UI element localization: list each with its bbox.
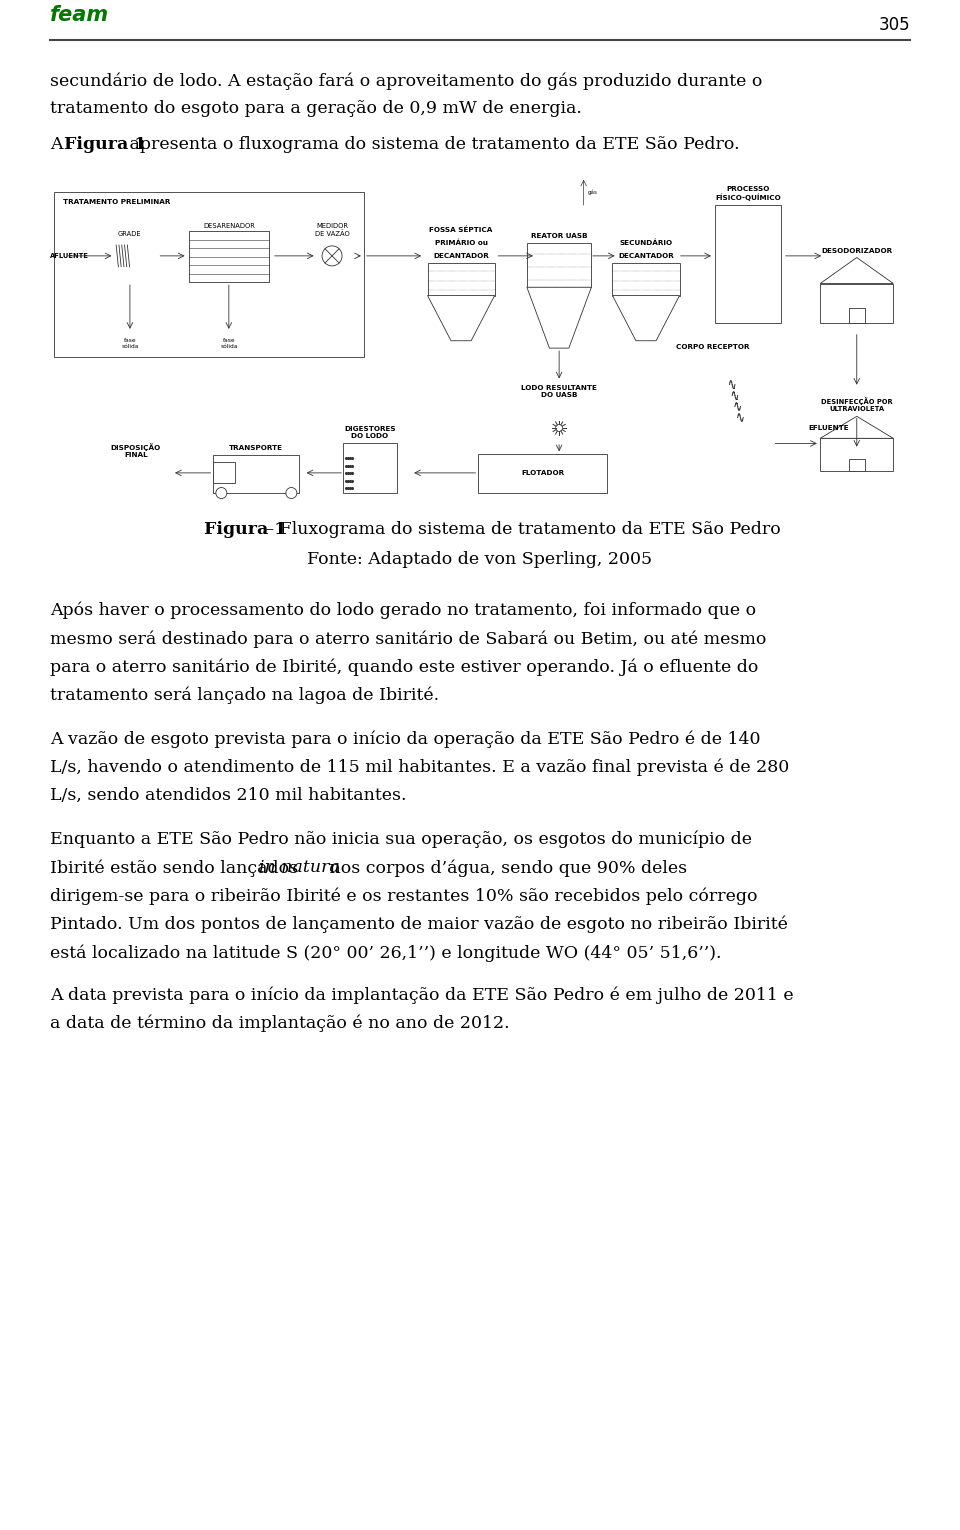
Text: Enquanto a ETE São Pedro não inicia sua operação, os esgotos do município de: Enquanto a ETE São Pedro não inicia sua … [50,831,752,849]
Text: AFLUENTE: AFLUENTE [50,252,89,259]
Text: DISPOSIÇÃO
FINAL: DISPOSIÇÃO FINAL [110,444,161,459]
Polygon shape [820,257,894,283]
Polygon shape [612,295,680,341]
Bar [478,454,608,493]
Text: dirigem-se para o ribeirão Ibirité e os restantes 10% são recebidos pelo córrego: dirigem-se para o ribeirão Ibirité e os … [50,887,757,906]
Text: mesmo será destinado para o aterro sanitário de Sabará ou Betim, ou até mesmo: mesmo será destinado para o aterro sanit… [50,630,766,647]
Text: Fonte: Adaptado de von Sperling, 2005: Fonte: Adaptado de von Sperling, 2005 [307,551,653,568]
Text: fase
sólida: fase sólida [220,338,237,349]
Bar [849,308,865,323]
Bar [820,283,894,323]
Circle shape [556,424,563,431]
Text: nos corpos d’água, sendo que 90% deles: nos corpos d’água, sendo que 90% deles [324,860,686,877]
Circle shape [216,488,227,499]
Bar [213,462,235,483]
Text: DESODORIZADOR: DESODORIZADOR [821,248,892,254]
Bar [427,263,494,295]
Text: PROCESSO
FÍSICO-QUÍMICO: PROCESSO FÍSICO-QUÍMICO [715,187,780,200]
Text: fase
sólida: fase sólida [121,338,138,349]
Text: 305: 305 [878,15,910,34]
Bar [820,438,894,471]
Text: DECANTADOR: DECANTADOR [433,252,489,259]
Text: FOSSA SÉPTICA: FOSSA SÉPTICA [429,226,492,233]
Text: MEDIDOR
DE VAZÃO: MEDIDOR DE VAZÃO [315,223,349,237]
Text: gás: gás [588,190,597,196]
Text: FLOTADOR: FLOTADOR [521,470,564,476]
Text: DESARENADOR: DESARENADOR [204,223,255,230]
Polygon shape [427,295,494,341]
Text: LODO RESULTANTE
DO UASB: LODO RESULTANTE DO UASB [521,386,597,398]
Text: está localizado na latitude S (20° 00’ 26,1’’) e longitude WO (44° 05’ 51,6’’).: está localizado na latitude S (20° 00’ 2… [50,944,721,962]
Text: tratamento do esgoto para a geração de 0,9 mW de energia.: tratamento do esgoto para a geração de 0… [50,101,582,118]
Text: L/s, sendo atendidos 210 mil habitantes.: L/s, sendo atendidos 210 mil habitantes. [50,786,406,805]
Text: in natura: in natura [258,860,340,877]
Polygon shape [527,288,591,349]
Text: Após haver o processamento do lodo gerado no tratamento, foi informado que o: Após haver o processamento do lodo gerad… [50,601,756,620]
Bar [189,231,269,282]
Text: Figura 1: Figura 1 [64,136,146,153]
Text: PRIMÁRIO ou: PRIMÁRIO ou [435,239,488,246]
Circle shape [322,246,342,266]
Bar [715,205,781,323]
Text: REATOR UASB: REATOR UASB [531,233,588,239]
Circle shape [286,488,297,499]
Bar [54,193,364,356]
Bar [213,454,300,493]
Text: L/s, havendo o atendimento de 115 mil habitantes. E a vazão final prevista é de : L/s, havendo o atendimento de 115 mil ha… [50,759,789,776]
Text: para o aterro sanitário de Ibirité, quando este estiver operando. Já o efluente : para o aterro sanitário de Ibirité, quan… [50,658,758,676]
Bar [344,444,396,493]
Text: a data de término da implantação é no ano de 2012.: a data de término da implantação é no an… [50,1014,510,1033]
Text: CORPO RECEPTOR: CORPO RECEPTOR [676,344,750,350]
Text: Pintado. Um dos pontos de lançamento de maior vazão de esgoto no ribeirão Ibirit: Pintado. Um dos pontos de lançamento de … [50,916,788,933]
Bar [527,243,591,288]
Text: A data prevista para o início da implantação da ETE São Pedro é em julho de 2011: A data prevista para o início da implant… [50,987,794,1004]
Text: A: A [50,136,68,153]
Text: SECUNDÁRIO: SECUNDÁRIO [619,239,673,246]
Text: Figura 1: Figura 1 [204,522,287,539]
Polygon shape [820,416,894,438]
Bar [612,263,680,295]
Text: GRADE: GRADE [118,231,142,237]
Text: feam: feam [50,5,109,24]
Text: Ibirité estão sendo lançados: Ibirité estão sendo lançados [50,860,303,877]
Text: A vazão de esgoto prevista para o início da operação da ETE São Pedro é de 140: A vazão de esgoto prevista para o início… [50,730,760,748]
Text: TRATAMENTO PRELIMINAR: TRATAMENTO PRELIMINAR [62,199,170,205]
Text: DIGESTORES
DO LODO: DIGESTORES DO LODO [344,425,396,439]
Text: DECANTADOR: DECANTADOR [618,252,674,259]
Text: DESINFECÇÃO POR
ULTRAVIOLETA: DESINFECÇÃO POR ULTRAVIOLETA [821,396,893,412]
Text: secundário de lodo. A estação fará o aproveitamento do gás produzido durante o: secundário de lodo. A estação fará o apr… [50,72,762,89]
Text: EFLUENTE: EFLUENTE [808,425,849,431]
Bar [849,459,865,471]
Text: tratamento será lançado na lagoa de Ibirité.: tratamento será lançado na lagoa de Ibir… [50,687,439,704]
Text: – Fluxograma do sistema de tratamento da ETE São Pedro: – Fluxograma do sistema de tratamento da… [260,522,781,539]
Text: apresenta o fluxograma do sistema de tratamento da ETE São Pedro.: apresenta o fluxograma do sistema de tra… [124,136,739,153]
Text: TRANSPORTE: TRANSPORTE [229,445,283,451]
